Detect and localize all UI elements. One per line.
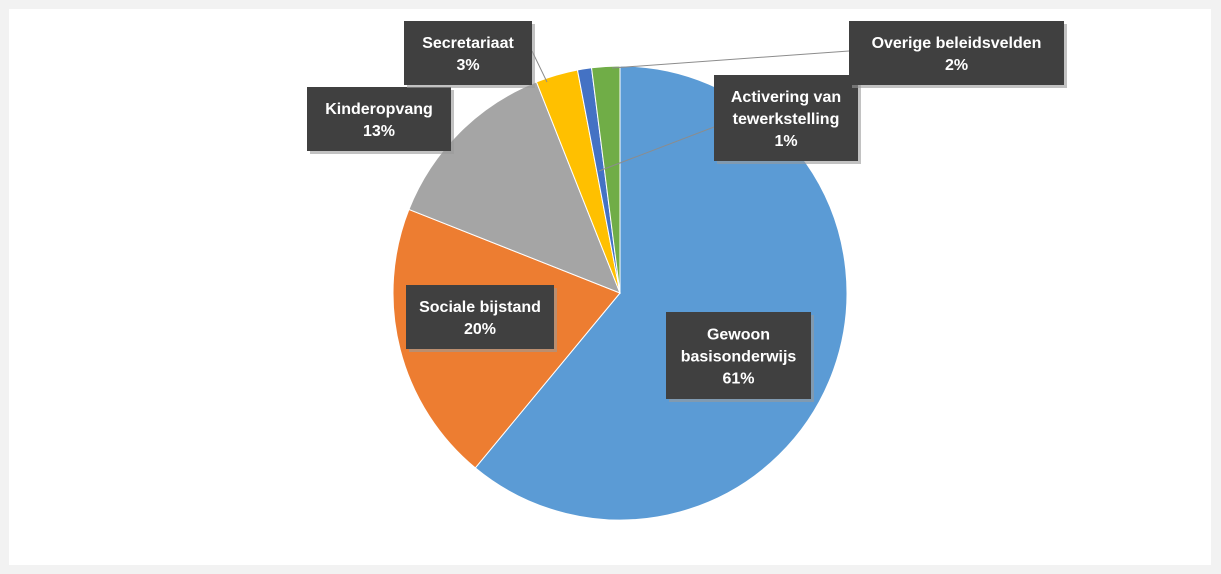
data-label-box xyxy=(307,87,451,151)
pie-slice-overige-beleidsvelden xyxy=(590,65,621,294)
data-label-overige-beleidsvelden: Overige beleidsvelden 2% xyxy=(849,21,1067,88)
data-label-kinderopvang: Kinderopvang 13% xyxy=(307,87,454,154)
data-label-percent: 20% xyxy=(464,321,496,338)
data-label-percent: 13% xyxy=(363,123,395,140)
data-label-percent: 61% xyxy=(722,371,754,388)
data-label-percent: 3% xyxy=(456,57,479,74)
data-label-box xyxy=(666,312,811,399)
data-label-activering-van-tewerkstelling: Activering van tewerkstelling 1% xyxy=(714,75,861,164)
data-label-category: Overige beleidsvelden xyxy=(872,35,1042,52)
data-label-box xyxy=(406,285,554,349)
data-label-percent: 2% xyxy=(945,57,968,74)
data-labels: Gewoon basisonderwijs 61% Sociale bijstand 2… xyxy=(307,21,1067,402)
data-label-category: Secretariaat xyxy=(422,35,514,52)
data-label-box xyxy=(849,21,1064,85)
data-label-category: Kinderopvang xyxy=(325,101,433,118)
data-label-percent: 1% xyxy=(774,133,797,150)
data-label-category: tewerkstelling xyxy=(733,111,840,128)
data-label-box xyxy=(714,75,858,161)
leader-line-activering-van-tewerkstelling xyxy=(598,126,715,172)
data-label-gewoon-basisonderwijs: Gewoon basisonderwijs 61% xyxy=(666,312,814,402)
data-label-category: Sociale bijstand xyxy=(419,299,541,316)
data-label-category: Activering van xyxy=(731,89,841,106)
data-label-category: basisonderwijs xyxy=(681,349,797,366)
data-label-category: Gewoon xyxy=(707,327,770,344)
data-label-box xyxy=(404,21,532,85)
chart-area: Gewoon basisonderwijs 61% Sociale bijstand 2… xyxy=(9,9,1211,565)
data-label-sociale-bijstand: Sociale bijstand 20% xyxy=(406,285,557,352)
pie-chart: Gewoon basisonderwijs 61% Sociale bijstand 2… xyxy=(307,21,1067,521)
leader-line-overige-beleidsvelden xyxy=(611,50,850,69)
data-label-secretariaat: Secretariaat 3% xyxy=(404,21,535,88)
